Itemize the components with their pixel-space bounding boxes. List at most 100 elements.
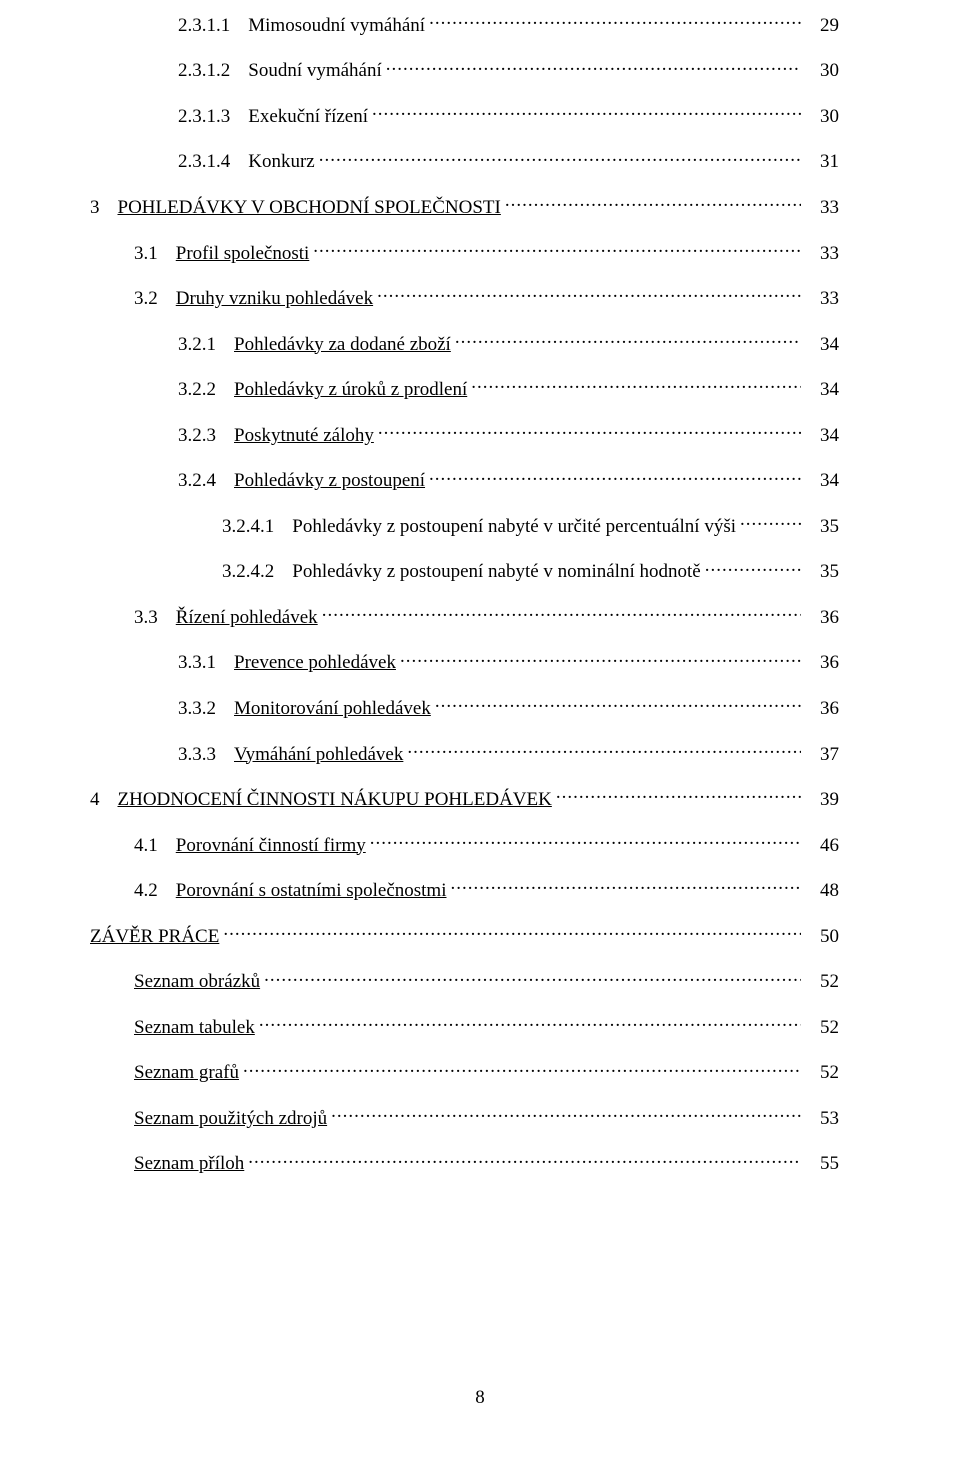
toc-row[interactable]: Seznam grafů52 bbox=[134, 1056, 839, 1086]
toc-number: 3.2.3 bbox=[178, 424, 234, 448]
toc-title: ZHODNOCENÍ ČINNOSTI NÁKUPU POHLEDÁVEK bbox=[118, 788, 552, 812]
toc-page: 39 bbox=[805, 788, 839, 812]
toc-page: 36 bbox=[805, 651, 839, 675]
toc-leader bbox=[435, 691, 801, 714]
toc-leader bbox=[223, 919, 801, 942]
toc-number: 3.2.4.1 bbox=[222, 515, 292, 539]
toc-title: Soudní vymáhání bbox=[248, 59, 382, 83]
toc-row[interactable]: 3.1Profil společnosti 33 bbox=[134, 236, 839, 266]
toc-page: 35 bbox=[805, 560, 839, 584]
toc-leader bbox=[319, 145, 801, 168]
toc-leader bbox=[556, 782, 801, 805]
toc-page: 34 bbox=[805, 424, 839, 448]
toc-row[interactable]: 3.2.1Pohledávky za dodané zboží 34 bbox=[178, 327, 839, 357]
toc-title: POHLEDÁVKY V OBCHODNÍ SPOLEČNOSTI bbox=[118, 196, 501, 220]
toc-title: Porovnání činností firmy bbox=[176, 834, 366, 858]
toc-title: Pohledávky z postoupení nabyté v určité … bbox=[292, 515, 736, 539]
toc-leader bbox=[505, 190, 801, 213]
toc-page: 34 bbox=[805, 469, 839, 493]
toc-page: 55 bbox=[805, 1152, 839, 1176]
toc-row[interactable]: 3.3Řízení pohledávek 36 bbox=[134, 600, 839, 630]
toc-number: 3.3 bbox=[134, 606, 176, 630]
toc-leader bbox=[331, 1101, 801, 1124]
toc-page: 52 bbox=[805, 1016, 839, 1040]
toc-row[interactable]: 2.3.1.2Soudní vymáhání 30 bbox=[178, 54, 839, 84]
toc-leader bbox=[451, 873, 802, 896]
toc-title: Seznam příloh bbox=[134, 1152, 244, 1176]
toc-row[interactable]: 4.2Porovnání s ostatními společnostmi48 bbox=[134, 873, 839, 903]
toc-title: Profil společnosti bbox=[176, 242, 310, 266]
toc-row[interactable]: 3.3.3Vymáhání pohledávek37 bbox=[178, 737, 839, 767]
toc-number: 3.2 bbox=[134, 287, 176, 311]
toc-row[interactable]: Seznam obrázků 52 bbox=[134, 964, 839, 994]
toc-number: 2.3.1.1 bbox=[178, 14, 248, 38]
toc-row[interactable]: 3POHLEDÁVKY V OBCHODNÍ SPOLEČNOSTI33 bbox=[90, 190, 839, 220]
toc-row[interactable]: 3.3.1Prevence pohledávek36 bbox=[178, 646, 839, 676]
toc-page: 37 bbox=[805, 743, 839, 767]
toc-leader bbox=[705, 555, 801, 578]
toc-row[interactable]: 3.2.2Pohledávky z úroků z prodlení34 bbox=[178, 372, 839, 402]
toc-leader bbox=[429, 463, 801, 486]
toc-leader bbox=[455, 327, 801, 350]
toc-number: 3.3.1 bbox=[178, 651, 234, 675]
toc-title: Druhy vzniku pohledávek bbox=[176, 287, 373, 311]
toc-row[interactable]: 2.3.1.4Konkurz31 bbox=[178, 145, 839, 175]
toc-title: Řízení pohledávek bbox=[176, 606, 318, 630]
toc-row[interactable]: 3.3.2Monitorování pohledávek36 bbox=[178, 691, 839, 721]
toc-title: Konkurz bbox=[248, 150, 314, 174]
toc-row[interactable]: 4ZHODNOCENÍ ČINNOSTI NÁKUPU POHLEDÁVEK39 bbox=[90, 782, 839, 812]
toc-title: Pohledávky z úroků z prodlení bbox=[234, 378, 467, 402]
toc-number: 3.2.4.2 bbox=[222, 560, 292, 584]
toc-row[interactable]: 3.2.4.1Pohledávky z postoupení nabyté v … bbox=[222, 509, 839, 539]
toc-leader bbox=[400, 646, 801, 669]
toc-page: 35 bbox=[805, 515, 839, 539]
toc-page: 50 bbox=[805, 925, 839, 949]
toc-row[interactable]: Seznam tabulek 52 bbox=[134, 1010, 839, 1040]
toc-title: Seznam použitých zdrojů bbox=[134, 1107, 327, 1131]
toc-number: 3.2.1 bbox=[178, 333, 234, 357]
toc-page: 33 bbox=[805, 287, 839, 311]
toc-title: Porovnání s ostatními společnostmi bbox=[176, 879, 447, 903]
toc-page: 30 bbox=[805, 59, 839, 83]
toc-row[interactable]: 3.2.4.2Pohledávky z postoupení nabyté v … bbox=[222, 555, 839, 585]
toc-page: 34 bbox=[805, 333, 839, 357]
toc-title: Monitorování pohledávek bbox=[234, 697, 431, 721]
toc-title: Seznam obrázků bbox=[134, 970, 260, 994]
toc-page: 36 bbox=[805, 697, 839, 721]
toc-row[interactable]: ZÁVĚR PRÁCE 50 bbox=[90, 919, 839, 949]
toc-title: Pohledávky za dodané zboží bbox=[234, 333, 451, 357]
toc-title: Poskytnuté zálohy bbox=[234, 424, 374, 448]
toc-page: 33 bbox=[805, 242, 839, 266]
toc-title: ZÁVĚR PRÁCE bbox=[90, 925, 219, 949]
toc-number: 3.1 bbox=[134, 242, 176, 266]
toc-page: 29 bbox=[805, 14, 839, 38]
toc-leader bbox=[313, 236, 801, 259]
toc-row[interactable]: 3.2.3Poskytnuté zálohy 34 bbox=[178, 418, 839, 448]
toc-title: Pohledávky z postoupení bbox=[234, 469, 425, 493]
toc-number: 2.3.1.2 bbox=[178, 59, 248, 83]
toc-leader bbox=[471, 372, 801, 395]
toc-number: 3.3.3 bbox=[178, 743, 234, 767]
toc-number: 3.2.4 bbox=[178, 469, 234, 493]
toc-title: Seznam tabulek bbox=[134, 1016, 255, 1040]
page-number: 8 bbox=[0, 1387, 960, 1409]
toc-page: 53 bbox=[805, 1107, 839, 1131]
toc-leader bbox=[377, 281, 801, 304]
toc-page: 31 bbox=[805, 150, 839, 174]
toc-row[interactable]: 3.2.4Pohledávky z postoupení 34 bbox=[178, 463, 839, 493]
toc-page: 46 bbox=[805, 834, 839, 858]
toc-page: 52 bbox=[805, 970, 839, 994]
toc-title: Mimosoudní vymáhání bbox=[248, 14, 425, 38]
toc-page: 30 bbox=[805, 105, 839, 129]
toc-row[interactable]: Seznam příloh 55 bbox=[134, 1147, 839, 1177]
toc-row[interactable]: 3.2Druhy vzniku pohledávek 33 bbox=[134, 281, 839, 311]
toc-row[interactable]: 2.3.1.3Exekuční řízení30 bbox=[178, 99, 839, 129]
toc-row[interactable]: 4.1Porovnání činností firmy46 bbox=[134, 828, 839, 858]
toc-leader bbox=[407, 737, 801, 760]
toc-leader bbox=[386, 54, 801, 77]
toc-leader bbox=[740, 509, 801, 532]
toc-page: 48 bbox=[805, 879, 839, 903]
toc-row[interactable]: 2.3.1.1Mimosoudní vymáhání 29 bbox=[178, 8, 839, 38]
toc-page: 36 bbox=[805, 606, 839, 630]
toc-row[interactable]: Seznam použitých zdrojů 53 bbox=[134, 1101, 839, 1131]
